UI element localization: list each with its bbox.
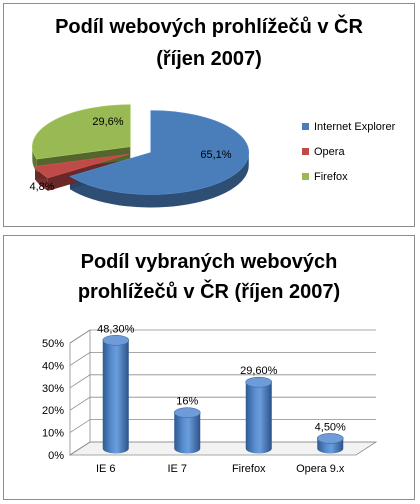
bar-side-wall [69, 329, 91, 456]
bar-top-opera-9-x [316, 433, 344, 444]
bar-body-ie-7 [174, 412, 201, 454]
bar-chart-panel: Podíl vybraných webových prohlížečů v ČR… [3, 235, 415, 500]
pie-chart-title-line2: (říjen 2007) [156, 48, 262, 70]
y-tick-label-1: 10% [42, 428, 64, 440]
y-tick-label-4: 40% [42, 360, 64, 372]
bar-top-firefox [245, 376, 273, 388]
legend-swatch-opera [302, 148, 309, 155]
bar-chart-title-line1: Podíl vybraných webových [80, 251, 338, 273]
gridline-2 [69, 396, 376, 411]
bar-chart-title-line2: prohlížečů v ČR (říjen 2007) [77, 281, 341, 303]
bar-top-ie-6 [102, 335, 130, 346]
bar-data-label-ie-6: 48,30% [97, 323, 135, 335]
x-tick-label-firefox: Firefox [232, 463, 266, 475]
pie-slice-firefox [32, 104, 131, 160]
y-tick-label-5: 50% [42, 338, 64, 350]
legend-label-opera: Opera [314, 146, 345, 158]
pie-slice-internet-explorer [69, 110, 250, 195]
bar-data-label-ie-7: 16% [176, 396, 198, 408]
pie-chart-svg: 65,1% 4,8% 29,6% Internet Explorer Opera Fire… [29, 104, 396, 208]
legend-swatch-internet-explorer [302, 123, 309, 130]
pie-data-label-firefox: 29,6% [92, 116, 123, 128]
pie-side-internet-explorer [69, 152, 249, 208]
pie-data-label-internet-explorer: 65,1% [200, 149, 231, 161]
legend-swatch-firefox [302, 173, 309, 180]
pie-slice-opera [34, 153, 129, 179]
y-tick-label-2: 20% [42, 405, 64, 417]
pie-chart-panel: Podíl webových prohlížečů v ČR (říjen 20… [3, 3, 415, 227]
legend-label-internet-explorer: Internet Explorer [314, 121, 396, 133]
pie-chart-title-line1: Podíl webových prohlížečů v ČR [55, 16, 363, 38]
pie-data-label-opera: 4,8% [29, 181, 54, 193]
bar-data-label-opera-9-x: 4,50% [315, 421, 346, 433]
gridline-0 [69, 441, 376, 456]
gridline-3 [69, 374, 376, 389]
y-tick-label-0: 0% [48, 450, 64, 462]
bar-firefox [245, 376, 273, 454]
x-tick-label-ie-7: IE 7 [167, 463, 187, 475]
x-tick-label-ie-6: IE 6 [96, 463, 116, 475]
bar-chart-svg: 0% 10% 20% 30% 40% 50% 48,30% IE 6 16% IE 7 29,60%… [42, 323, 378, 475]
gridline-1 [69, 419, 376, 433]
gridline-5 [69, 329, 376, 344]
bar-top-ie-7 [173, 407, 201, 418]
gridline-4 [69, 352, 376, 366]
bar-body-ie-6 [102, 340, 129, 454]
bar-opera-9-x [316, 433, 344, 454]
x-tick-label-opera-9-x: Opera 9.x [296, 463, 345, 475]
y-tick-label-3: 30% [42, 383, 64, 395]
pie-tops [32, 104, 250, 195]
bar-ie-7 [173, 407, 201, 454]
bar-data-label-firefox: 29,60% [240, 365, 278, 377]
bar-ie-6 [102, 335, 130, 454]
legend-label-firefox: Firefox [314, 171, 348, 183]
bar-body-firefox [245, 382, 272, 454]
